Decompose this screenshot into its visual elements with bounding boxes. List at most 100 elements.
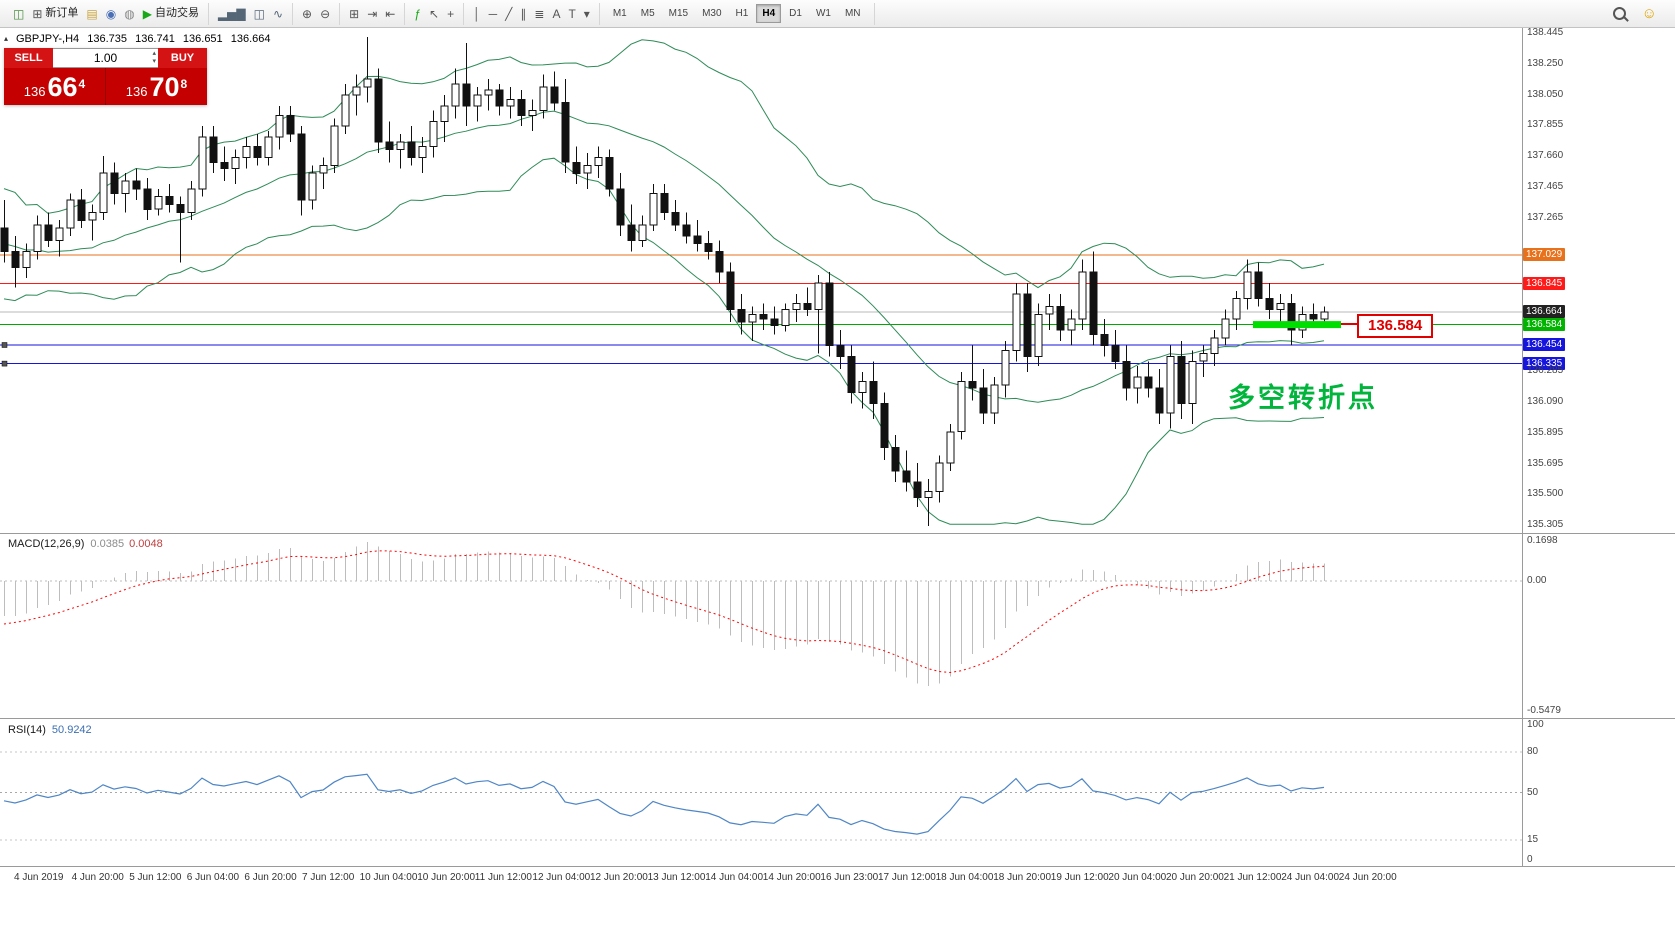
zoom-out-icon-glyph: ⊖	[320, 6, 331, 21]
candle	[11, 251, 20, 268]
one-click-trading-panel: SELL 1.00 ▴ ▾ BUY 136 66 4 136 70 8	[4, 48, 207, 105]
timeframe-m1[interactable]: M1	[612, 8, 627, 19]
candle	[1078, 271, 1087, 320]
macd-panel-chart[interactable]	[0, 535, 1522, 717]
buy-button[interactable]: BUY	[158, 48, 207, 68]
auto-scroll-icon[interactable]: ⇥	[363, 6, 381, 22]
zoom-in-icon[interactable]: ⊕	[298, 6, 316, 22]
timeframe-w1[interactable]: W1	[815, 8, 831, 19]
highlight-segment[interactable]	[1253, 321, 1341, 329]
app-chart-icon: ◫	[9, 6, 28, 22]
candle	[1199, 352, 1208, 362]
cursor-icon[interactable]: ↖	[425, 6, 443, 22]
candle	[704, 243, 713, 252]
buy-price-button[interactable]: 136 70 8	[106, 68, 207, 105]
line-chart-icon[interactable]: ∿	[269, 6, 287, 22]
one-click-top-row: SELL 1.00 ▴ ▾ BUY	[4, 48, 207, 68]
candle	[1254, 271, 1263, 300]
sell-price-button[interactable]: 136 66 4	[4, 68, 106, 105]
rsi-panel-separator[interactable]	[0, 718, 1675, 719]
timeframe-h4[interactable]: H4	[756, 4, 782, 23]
text-icon[interactable]: A	[548, 6, 564, 22]
autotrading-button-label: 自动交易	[154, 7, 199, 19]
time-label: 4 Jun 2019	[14, 872, 64, 883]
candlestick-chart-icon-glyph: ◫	[253, 6, 265, 21]
tile-windows-icon-glyph: ⊞	[349, 6, 360, 21]
candle	[1089, 271, 1098, 336]
zoom-in-icon-glyph: ⊕	[302, 6, 313, 21]
time-label: 18 Jun 20:00	[993, 872, 1052, 883]
toolbar-group: ⊞ ⇥ ⇤	[340, 2, 406, 25]
candle	[1144, 376, 1153, 389]
price-axis[interactable]: 138.445 138.250 138.050 137.855 137.660 137.4…	[1522, 0, 1675, 951]
timeframe-m5[interactable]: M5	[640, 8, 655, 19]
tile-windows-icon[interactable]: ⊞	[345, 6, 363, 22]
search-icon[interactable]	[1609, 5, 1630, 22]
macd-panel-separator[interactable]	[0, 533, 1675, 534]
price-tick: 136.090	[1527, 396, 1564, 407]
trendline-icon[interactable]: ╱	[501, 6, 516, 22]
label-icon[interactable]: T	[564, 6, 579, 22]
candle	[1155, 387, 1164, 414]
rsi-panel-chart[interactable]	[0, 719, 1522, 866]
time-label: 21 Jun 12:00	[1223, 872, 1282, 883]
bar-chart-icon[interactable]: ▂▅▇	[214, 6, 250, 22]
indicators-icon[interactable]: ƒ	[410, 6, 425, 22]
zoom-out-icon[interactable]: ⊖	[316, 6, 334, 22]
smiley-icon[interactable]: ☺	[1641, 5, 1657, 22]
candlestick-chart-icon[interactable]: ◫	[250, 6, 269, 22]
sell-button[interactable]: SELL	[4, 48, 53, 68]
fibonacci-icon[interactable]: ≣	[530, 6, 548, 22]
horizontal-line-icon[interactable]: ─	[485, 6, 502, 22]
bollinger-middle-band	[3, 110, 1325, 403]
candle	[616, 188, 625, 226]
vertical-line-icon[interactable]: │	[469, 6, 485, 22]
candle	[1166, 356, 1175, 414]
timeframe-mn[interactable]: MN	[844, 8, 861, 19]
timeframe-m15[interactable]: M15	[668, 8, 689, 19]
candle	[1320, 311, 1329, 320]
candle	[1100, 334, 1109, 347]
one-click-collapse-icon[interactable]: ▴	[4, 34, 9, 43]
candle	[1243, 271, 1252, 300]
buy-price-sup: 8	[180, 77, 188, 91]
candle	[649, 193, 658, 226]
new-order-button[interactable]: ⊞ 新订单	[28, 6, 82, 22]
bar-chart-icon-glyph: ▂▅▇	[217, 6, 246, 21]
price-callout[interactable]: 136.584	[1357, 314, 1434, 338]
timeframe-h1[interactable]: H1	[735, 8, 749, 19]
candle	[836, 345, 845, 358]
annotation-text[interactable]: 多空转折点	[1228, 383, 1378, 413]
channel-icon-glyph: ∥	[520, 6, 527, 21]
channel-icon[interactable]: ∥	[516, 6, 530, 22]
chart-shift-icon[interactable]: ⇤	[381, 6, 399, 22]
main-chart[interactable]	[0, 28, 1522, 533]
market-watch-icon[interactable]: ▤	[82, 6, 101, 22]
ohlc-low: 136.651	[182, 33, 223, 45]
autotrading-button[interactable]: ▶ 自动交易	[139, 6, 203, 22]
time-label: 14 Jun 04:00	[705, 872, 764, 883]
candle	[858, 381, 867, 394]
toolbar-groups: ◫ ⊞ 新订单 ▤ ◉ ◍ ▶ 自动交易 ▂▅▇ ◫ ∿ ⊕ ⊖ ⊞ ⇥ ⇤ ƒ ↖ + │ ─ ╱ ∥ ≣ A T ▾	[4, 0, 600, 27]
timeframe-d1[interactable]: D1	[789, 8, 802, 19]
crosshair-icon[interactable]: +	[443, 6, 458, 22]
support-line-136454-handle[interactable]	[1, 342, 8, 348]
shapes-dropdown-icon[interactable]: ▾	[580, 6, 594, 22]
navigator-icon[interactable]: ◉	[102, 6, 120, 22]
candle	[583, 164, 592, 174]
volume-field[interactable]: 1.00 ▴ ▾	[53, 48, 158, 68]
volume-up-icon[interactable]: ▴	[152, 50, 156, 57]
sell-price-prefix: 136	[23, 83, 46, 99]
candle	[440, 105, 449, 123]
magnifier-glyph	[1612, 7, 1626, 20]
timeframe-m30[interactable]: M30	[702, 8, 722, 19]
time-label: 18 Jun 04:00	[935, 872, 994, 883]
candle	[462, 83, 471, 107]
support-line-136335-handle[interactable]	[1, 360, 8, 367]
price-tick: 138.250	[1527, 57, 1564, 69]
candle	[121, 180, 130, 195]
candle	[341, 94, 350, 127]
sound-icon[interactable]: ◍	[120, 6, 138, 22]
volume-down-icon[interactable]: ▾	[152, 58, 156, 66]
toolbar-group: ◫ ⊞ 新订单 ▤ ◉ ◍ ▶ 自动交易	[4, 2, 209, 25]
